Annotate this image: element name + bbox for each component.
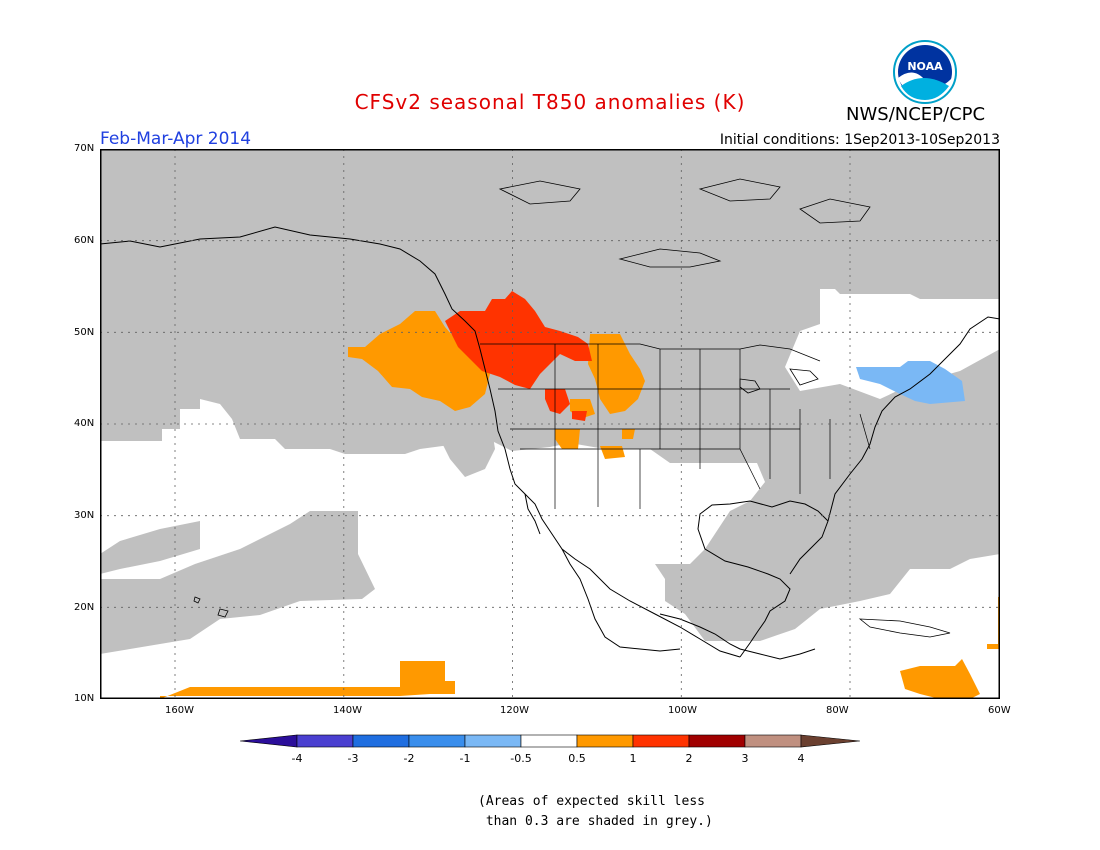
colorbar-cell [688,734,746,748]
colorbar-label: -3 [347,752,359,765]
lat-label: 20N [74,602,95,613]
skill-note: (Areas of expected skill less than 0.3 a… [478,792,713,832]
colorbar-cell [464,734,522,748]
cool-anomaly-shading [856,361,965,404]
colorbar-label: 2 [685,752,693,765]
noaa-logo-icon: NOAA [893,40,957,104]
lon-label: 120W [500,705,529,716]
state-borders [480,343,871,509]
colorbar-label: -4 [291,752,303,765]
strong-warm-anomaly-shading [445,291,592,421]
colorbar-cell [800,734,860,748]
anomaly-map [100,149,1000,699]
lat-label: 30N [74,510,95,521]
svg-text:NOAA: NOAA [907,60,943,73]
colorbar-cell [744,734,802,748]
colorbar-label: 0.5 [568,752,586,765]
lat-label: 50N [74,327,95,338]
colorbar-label: -2 [403,752,415,765]
colorbar-cell [520,734,578,748]
colorbar-label: 3 [741,752,749,765]
forecast-period: Feb-Mar-Apr 2014 [100,129,252,149]
coastlines [100,226,1000,660]
colorbar-label: 1 [629,752,637,765]
lon-label: 60W [988,705,1011,716]
colorbar-cell [352,734,410,748]
colorbar-label: -0.5 [510,752,532,765]
lat-label: 10N [74,693,95,704]
lon-label: 140W [333,705,362,716]
colorbar-cell [240,734,298,748]
colorbar-cell [408,734,466,748]
chart-title: CFSv2 seasonal T850 anomalies (K) [354,90,746,114]
lat-label: 40N [74,418,95,429]
colorbar-cell [296,734,354,748]
colorbar [240,734,860,748]
colorbar-label: -1 [459,752,471,765]
warm-anomaly-shading [160,311,1000,699]
colorbar-label: 4 [797,752,805,765]
colorbar-cell [576,734,634,748]
lat-label: 60N [74,235,95,246]
lon-label: 160W [165,705,194,716]
lakes-islands [193,178,951,638]
initial-conditions: Initial conditions: 1Sep2013-10Sep2013 [719,132,1000,148]
organization-label: NWS/NCEP/CPC [846,104,986,125]
lon-label: 100W [668,705,697,716]
graticule [100,149,1000,699]
lat-label: 70N [74,143,95,154]
colorbar-cell [632,734,690,748]
lon-label: 80W [826,705,849,716]
skill-note-line-1: (Areas of expected skill less [478,794,705,809]
skill-note-line-2: than 0.3 are shaded in grey.) [478,814,713,829]
